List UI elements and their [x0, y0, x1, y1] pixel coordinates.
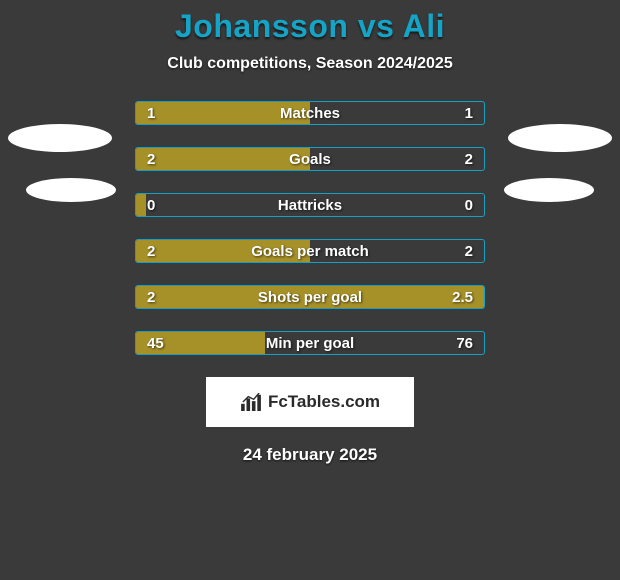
stat-row-hattricks: 0 Hattricks 0 — [135, 193, 485, 217]
stat-value-right: 76 — [456, 335, 473, 352]
stat-row-goals: 2 Goals 2 — [135, 147, 485, 171]
page-title: Johansson vs Ali — [175, 8, 445, 45]
stat-label: Hattricks — [278, 197, 342, 214]
stat-value-right: 1 — [465, 105, 473, 122]
stat-label: Goals per match — [251, 243, 369, 260]
update-date: 24 february 2025 — [243, 445, 377, 465]
stat-value-left: 2 — [147, 151, 155, 168]
stat-value-left: 2 — [147, 243, 155, 260]
brand-text: FcTables.com — [268, 392, 380, 412]
stat-row-gpm: 2 Goals per match 2 — [135, 239, 485, 263]
brand-badge[interactable]: FcTables.com — [206, 377, 414, 427]
stat-value-left: 0 — [147, 197, 155, 214]
stat-label: Matches — [280, 105, 340, 122]
chart-icon — [240, 393, 262, 411]
stat-value-left: 1 — [147, 105, 155, 122]
bar-left — [136, 148, 310, 170]
stat-row-matches: 1 Matches 1 — [135, 101, 485, 125]
stat-value-right: 2 — [465, 151, 473, 168]
stat-label: Min per goal — [266, 335, 354, 352]
stat-value-right: 2.5 — [452, 289, 473, 306]
page-subtitle: Club competitions, Season 2024/2025 — [167, 55, 452, 73]
bar-left — [136, 194, 146, 216]
stat-row-mpg: 45 Min per goal 76 — [135, 331, 485, 355]
stat-value-right: 2 — [465, 243, 473, 260]
stat-row-spg: 2 Shots per goal 2.5 — [135, 285, 485, 309]
stat-value-right: 0 — [465, 197, 473, 214]
stats-chart: 1 Matches 1 2 Goals 2 0 Hattricks 0 — [0, 101, 620, 355]
stat-label: Shots per goal — [258, 289, 362, 306]
stat-value-left: 2 — [147, 289, 155, 306]
stat-label: Goals — [289, 151, 331, 168]
comparison-container: Johansson vs Ali Club competitions, Seas… — [0, 0, 620, 465]
stat-value-left: 45 — [147, 335, 164, 352]
